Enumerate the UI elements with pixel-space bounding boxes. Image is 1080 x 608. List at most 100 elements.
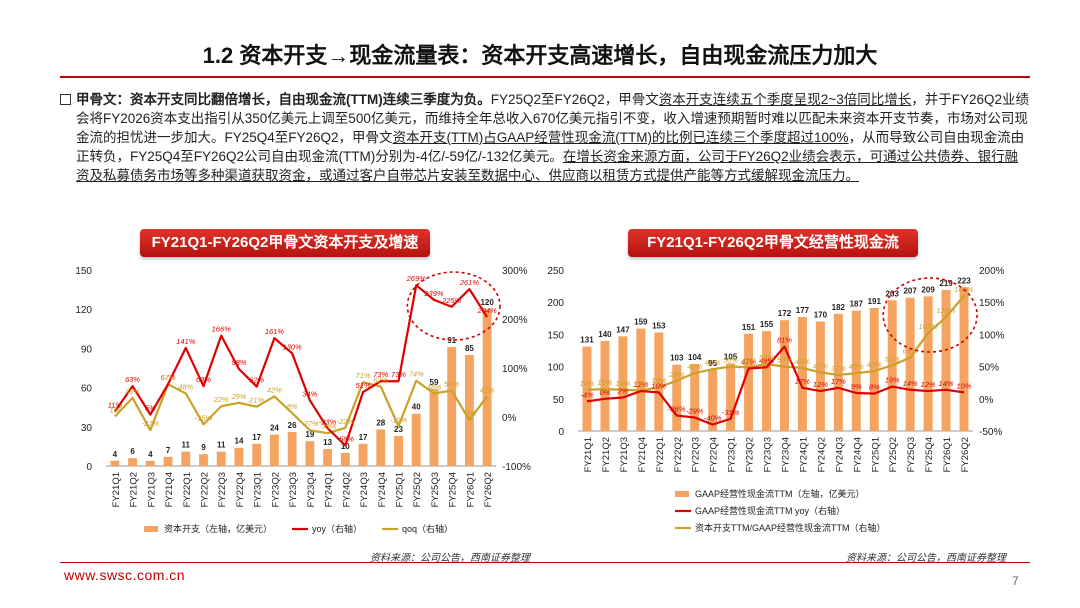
c1-legend-label: qoq（右轴） [402,523,453,534]
c1-ytick-right: 300% [502,266,528,277]
c2-bar-label: 187 [850,300,864,309]
c1-bar [128,458,138,466]
c2-ytick-right: 100% [979,330,1005,341]
c1-line-label: 51% [356,381,371,390]
slide-title: 1.2 资本开支→现金流量表：资本开支高速增长，自由现金流压力加大 [202,43,878,68]
c1-line-label: -27% [142,419,160,428]
c1-bar [287,432,297,466]
c2-bar-label: 182 [832,303,846,312]
c2-ytick-right: 150% [979,298,1005,309]
c1-ytick-left: 30 [81,423,93,434]
c2-line-1 [586,295,965,392]
c2-line-label: 102% [919,322,939,331]
c1-line-label: 22% [213,395,229,404]
c1-line-label: 166% [212,325,232,334]
c2-line-label: -4% [580,390,594,399]
c2-xtick: FY24Q1 [798,437,809,472]
c1-bar [181,451,191,466]
c2-line-label: 40% [849,362,864,371]
c2-xtick: FY21Q1 [583,437,594,472]
c1-bar-label: 17 [252,433,261,442]
c1-bar [358,443,368,466]
c1-line-label: -33% [319,422,337,431]
c2-line-label: -40% [704,414,722,423]
c2-bar [600,340,610,431]
c1-line-label: -15% [195,413,213,422]
body-underline-3: 在增长资金来源方面，公司于FY26Q2业绩会表示，可通过公共债券、银行融资及私募… [76,149,1019,183]
c2-bar-label: 95 [708,359,717,368]
c2-ytick-left: 150 [547,330,564,341]
c2-line-label: 50% [777,356,792,365]
c2-ytick-right: -50% [979,427,1002,438]
c2-bar-label: 151 [742,323,756,332]
c2-xtick: FY22Q4 [709,437,720,472]
c2-bar [941,289,951,431]
c1-bar [305,441,315,466]
c2-bar [690,364,700,431]
c1-line-label: 67% [161,373,176,382]
footer-divider [60,562,1030,563]
c1-bar [110,460,120,466]
c2-bar-label: 207 [903,287,917,296]
c1-legend-label: 资本开支（左轴，亿美元） [164,523,272,534]
c1-bar [252,443,262,466]
c2-line-label: 50% [723,356,738,365]
body-paragraph: 甲骨文：资本开支同比翻倍增长，自由现金流(TTM)连续三季度为负。FY25Q2至… [76,90,1031,185]
c2-bar-label: 131 [580,336,594,345]
c2-line-label: 10% [651,381,666,390]
c1-xtick: FY26Q1 [465,472,476,507]
c1-line-label: 42% [480,385,495,394]
c1-bar [429,388,439,466]
c1-bar [340,452,350,466]
c2-line-label: 17% [795,377,810,386]
c2-legend-label: 资本开支TTM/GAAP经营性现金流TTM（右轴） [695,522,886,533]
c2-xtick: FY21Q4 [637,437,648,472]
chart2-title: FY21Q1-FY26Q2甲骨文经营性现金流 [628,229,918,257]
c2-bar [672,364,682,431]
c1-line-label: 71% [356,371,371,380]
c2-xtick: FY21Q2 [601,437,612,472]
c2-bar-label: 219 [939,279,953,288]
c2-line-label: 9% [851,382,862,391]
c1-bar [376,429,386,466]
c2-bar [726,363,736,431]
c1-line-0 [113,284,489,447]
c1-bar-label: 85 [465,344,474,353]
c2-bar [905,297,915,431]
c1-xtick: FY22Q3 [217,472,228,507]
c1-bar-label: 28 [376,418,385,427]
c1-ytick-left: 90 [81,344,93,355]
c2-highlight-ellipse [882,277,978,353]
c1-ytick-left: 0 [86,462,92,473]
c2-line-label: -29% [686,406,704,415]
c2-bar [708,369,718,431]
c1-line-label: 54% [444,380,459,389]
body-text-1: FY25Q2至FY26Q2，甲骨文 [490,92,659,107]
c1-bar-label: 9 [201,443,206,452]
c1-bar-label: 11 [217,441,226,450]
c1-legend-swatch [144,526,158,532]
c1-bar [394,435,403,466]
c2-line-label: 46% [705,358,720,367]
c2-legend-label: GAAP经营性现金流TTM yoy（右轴） [695,505,845,516]
c1-bar [163,456,173,466]
c1-line-label: 48% [178,382,193,391]
chart1-source: 资料来源：公司公告，西南证券整理 [370,553,530,564]
c1-line-label: -58% [337,434,355,443]
c1-line-label: 62% [373,376,388,385]
c1-bar [411,413,421,466]
c1-bar-label: 4 [113,450,118,459]
chart2-source: 资料来源：公司公告，西南证券整理 [846,553,1006,564]
c1-legend-label: yoy（右轴） [312,523,362,534]
c1-xtick: FY25Q1 [395,472,406,507]
c1-line-label: 261% [459,278,480,287]
c1-line-label: 63% [125,375,140,384]
c2-ytick-right: 0% [979,395,994,406]
c2-bar-label: 223 [957,276,971,285]
c2-bar [618,336,628,431]
c2-line-label: 40% [687,362,702,371]
c2-bar-label: 159 [634,318,648,327]
footer-url: www.swsc.com.cn [64,567,186,583]
c1-line-label: 130% [283,342,303,351]
